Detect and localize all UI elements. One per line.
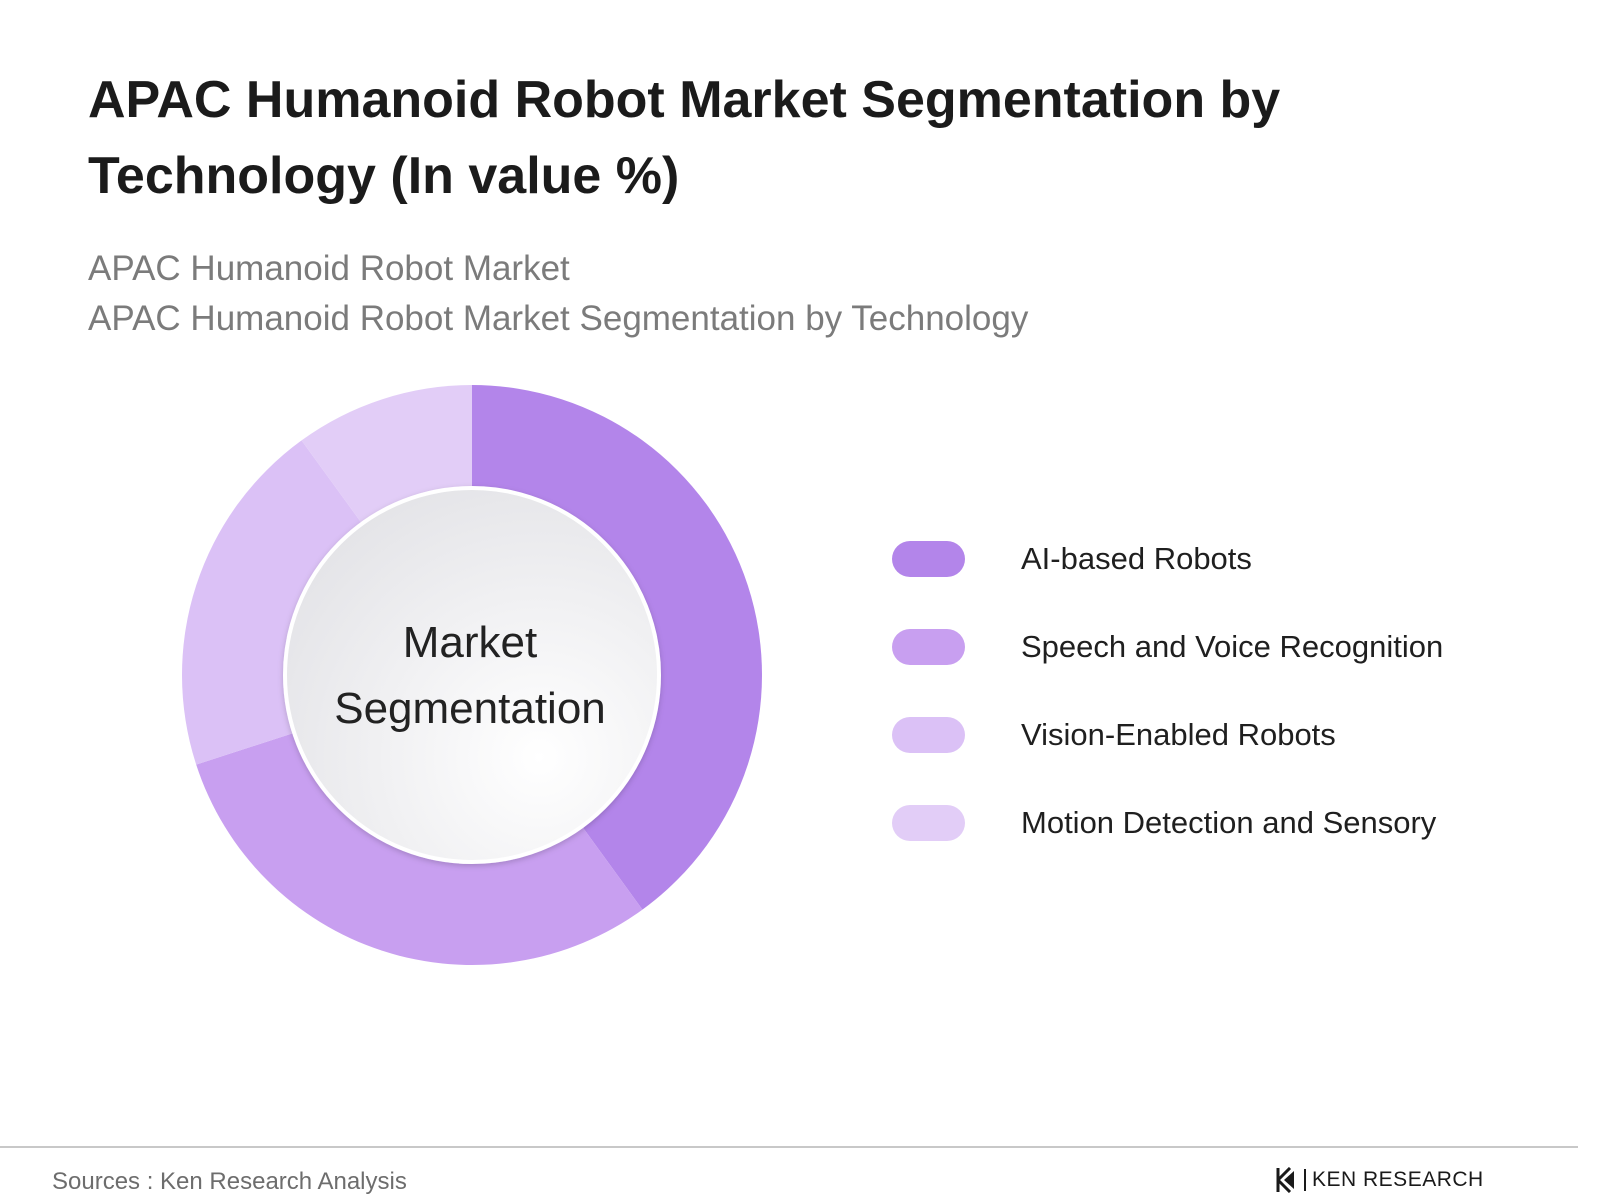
chart-legend: AI-based Robots Speech and Voice Recogni… [892,515,1443,867]
center-label-line-2: Segmentation [334,684,606,733]
legend-label: Speech and Voice Recognition [1021,629,1444,664]
donut-center-label: Market Segmentation [290,610,650,742]
center-label-line-1: Market [402,618,538,667]
chart-subtitle: APAC Humanoid Robot Market APAC Humanoid… [88,244,1028,344]
chart-title: APAC Humanoid Robot Market Segmentation … [88,71,1281,205]
legend-swatch [892,629,965,665]
legend-item-speech-voice-recognition: Speech and Voice Recognition [892,603,1443,691]
footer-divider [0,1146,1578,1148]
subtitle-line-2: APAC Humanoid Robot Market Segmentation … [88,299,1029,338]
brand-name: KEN RESEARCH [1304,1169,1484,1191]
legend-label: Motion Detection and Sensory [1021,805,1437,840]
footer-source: Sources : Ken Research Analysis [52,1168,407,1195]
brand-k-icon [1276,1167,1294,1193]
legend-label: Vision-Enabled Robots [1021,717,1336,752]
subtitle-line-1: APAC Humanoid Robot Market [88,249,570,288]
donut-center-disc [283,486,661,864]
legend-swatch [892,717,965,753]
legend-label: AI-based Robots [1021,541,1252,576]
legend-item-vision-enabled-robots: Vision-Enabled Robots [892,691,1443,779]
legend-item-motion-detection-sensory: Motion Detection and Sensory [892,779,1443,867]
brand-logo: KEN RESEARCH [1276,1167,1484,1193]
legend-item-ai-based-robots: AI-based Robots [892,515,1443,603]
legend-swatch [892,541,965,577]
legend-swatch [892,805,965,841]
